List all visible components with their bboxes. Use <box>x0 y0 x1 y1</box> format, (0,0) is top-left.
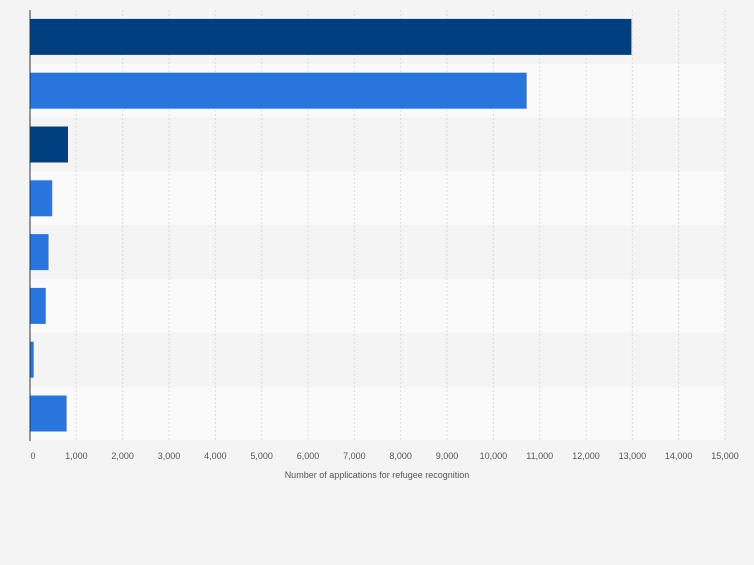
bar[interactable] <box>30 341 34 378</box>
x-tick-label: 9,000 <box>436 451 459 461</box>
row-band <box>30 332 725 387</box>
bar[interactable] <box>30 234 49 271</box>
x-tick-label: 5,000 <box>250 451 273 461</box>
bar[interactable] <box>30 287 46 324</box>
bars <box>30 18 632 432</box>
row-bands <box>30 10 725 441</box>
bar[interactable] <box>30 18 632 55</box>
x-tick-label: 3,000 <box>158 451 181 461</box>
x-tick-label: 12,000 <box>572 451 600 461</box>
row-band <box>30 279 725 333</box>
row-band <box>30 386 725 441</box>
row-band <box>30 171 725 226</box>
x-tick-label: 6,000 <box>297 451 320 461</box>
x-tick-label: 10,000 <box>480 451 508 461</box>
x-tick-label: 7,000 <box>343 451 366 461</box>
row-band <box>30 225 725 279</box>
x-tick-label: 11,000 <box>526 451 553 461</box>
x-tick-label: 1,000 <box>65 451 88 461</box>
x-tick-label: 14,000 <box>665 451 693 461</box>
x-tick-label: 15,000 <box>711 451 739 461</box>
x-tick-label: 8,000 <box>389 451 412 461</box>
x-axis-label: Number of applications for refugee recog… <box>285 470 470 480</box>
x-tick-labels: 0 1,000 2,000 3,000 4,000 5,000 6,000 7,000 8,00… <box>30 451 738 461</box>
bar[interactable] <box>30 72 527 109</box>
bar[interactable] <box>30 180 53 217</box>
x-tick-label: 13,000 <box>619 451 647 461</box>
row-band <box>30 117 725 172</box>
bar[interactable] <box>30 395 67 432</box>
bar[interactable] <box>30 126 68 163</box>
x-tick-label: 0 <box>30 451 35 461</box>
x-tick-label: 4,000 <box>204 451 227 461</box>
x-tick-label: 2,000 <box>111 451 134 461</box>
